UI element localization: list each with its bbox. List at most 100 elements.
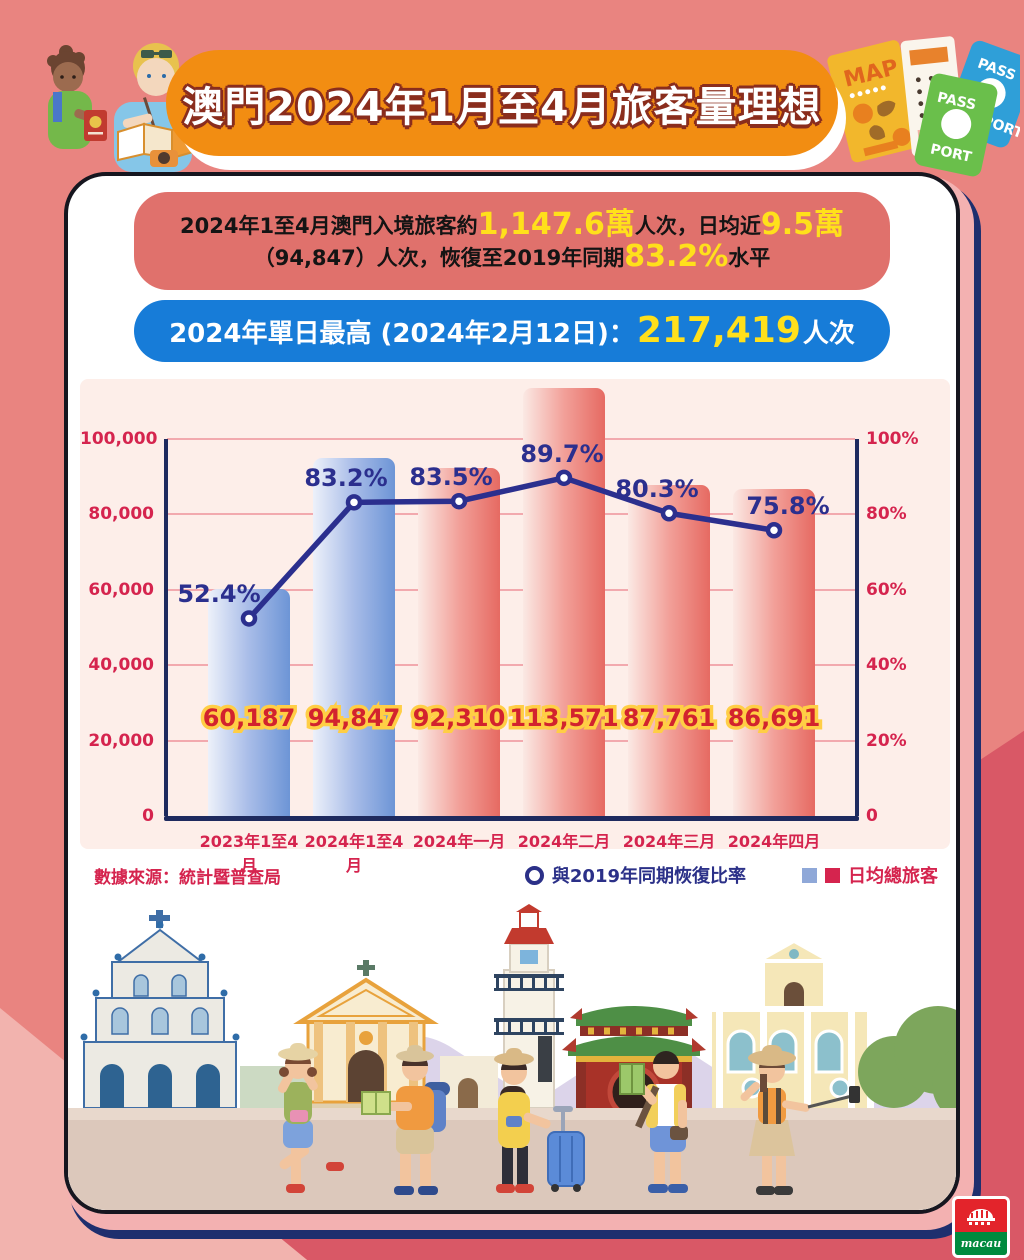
line-point-label: 52.4% [177,580,261,609]
y-axis-tick-left: 20,000 [88,730,154,751]
bar-value-text: 113,571 [509,704,619,732]
y-axis-tick-left: 60,000 [88,579,154,600]
travel-items-illustration: MAP PASS PORT PASS [827,36,1020,177]
summary-text: 2024年1至4月澳門入境旅客約 [180,214,478,238]
bush [932,1047,956,1121]
y-axis-tick-right: 40% [866,655,907,676]
bar-value-label: 94,847 94,847 [299,701,409,736]
y-axis-line-right [855,439,859,816]
line-point-marker [765,521,783,539]
line-path [246,475,777,622]
x-axis-label: 2024年三月 [622,832,716,851]
map-brochure: MAP [827,40,924,163]
tourists-illustration [47,43,201,172]
line-point-marker [660,505,678,522]
chart-bar [523,387,605,816]
bar-value-label: 92,310 92,310 [404,701,514,736]
legend-bar-marker-red-icon [825,867,840,883]
legend-bar-label: 日均總旅客 [848,866,938,887]
bar-value-outline: 113,571 [506,701,622,736]
bar-value-outline: 86,691 [724,701,824,736]
tourist-with-suitcase [494,1048,585,1193]
chart-gridline [167,438,855,440]
y-axis-tick-left: 0 [142,806,154,826]
macau-logo-wordmark: macau [955,1231,1007,1255]
line-point-label: 83.5% [409,463,493,492]
x-axis-label: 2023年1至4月 [199,832,299,875]
y-axis-tick-left: 100,000 [80,429,158,449]
macau-landmarks-illustration [68,904,956,1210]
y-axis-tick-right: 20% [866,730,907,751]
macau-logo-emblem-icon [955,1199,1007,1232]
chart-bar [418,467,500,816]
bar-value-text: 60,187 [202,704,296,732]
x-axis-label: 2024年一月 [412,832,506,851]
tourist-with-passport [47,45,107,149]
bar-value-text: 87,761 [622,704,716,732]
chart-footer-row: 數據來源：統計暨普查局 與2019年同期恢復比率 日均總旅客 [94,862,938,888]
ruins-st-paul [80,910,240,1109]
legend-line-label: 與2019年同期恢復比率 [551,866,746,887]
chart-bar [733,489,815,816]
x-axis-label: 2024年二月 [517,832,611,851]
page-title: 澳門2024年1月至4月旅客量理想 [182,83,822,131]
title-banner: 澳門2024年1月至4月旅客量理想 [166,50,838,156]
y-axis-line-left [164,439,168,816]
tourist-selfie-woman [740,1045,860,1195]
line-point-marker [555,469,573,487]
macau-government-logo: macau [952,1196,1010,1258]
bar-value-label: 113,571 113,571 [506,701,622,736]
bar-value-outline: 87,761 [619,701,719,736]
y-axis-tick-left: 80,000 [88,504,154,525]
legend-item-line: 與2019年同期恢復比率 [524,862,746,888]
tourist-map-man [619,1051,688,1193]
passport-green: PASS PORT [914,73,998,177]
y-axis-tick-right: 0 [866,806,878,826]
chart-bar [313,458,395,816]
x-axis-line [164,816,859,821]
chart-gridline [167,739,855,742]
chart-legend: 與2019年同期恢復比率 日均總旅客 [524,862,938,888]
bar-value-outline: 92,310 [409,701,509,736]
summary-line-2: （94,847）人次，恢復至2019年同期 83.2% 水平 [134,242,890,272]
x-axis-label: 2024年1至4月 [304,832,404,875]
bar-value-label: 60,187 60,187 [194,701,304,736]
summary-highlight: 1,147.6萬 [477,207,635,242]
peak-day-suffix: 人次 [802,318,855,349]
summary-highlight: 9.5萬 [760,207,844,242]
line-point-label: 75.8% [746,492,830,521]
legend-line-marker-icon [524,865,544,885]
peak-day-box: 2024年單日最高 (2024年2月12日)： 217,419 人次 [134,300,890,362]
line-point-label: 83.2% [304,464,388,493]
tourist-backpacker [361,1045,450,1195]
y-axis-tick-right: 100% [866,429,919,449]
chart-plot-area: 100,000 80,000 60,000 40,000 20,000 0 100% 80% 6… [80,379,950,875]
bar-value-outline: 60,187 [199,701,299,736]
summary-highlight: 83.2% [624,239,729,274]
recovery-rate-line [240,469,783,627]
legend-bar-marker-blue-icon [802,867,817,883]
chart-gridline [167,664,855,667]
y-axis-tick-right: 80% [866,504,907,525]
y-axis-tick-left: 40,000 [88,655,154,676]
line-point-marker [240,610,258,627]
lighthouse-illustration [440,904,564,1109]
bar-value-label: 87,761 87,761 [614,701,724,736]
bar-value-text: 86,691 [727,704,821,732]
content-card: 2024年1至4月澳門入境旅客約 1,147.6萬 人次，日均近 9.5萬 （9… [64,172,960,1214]
chart-source: 數據來源：統計暨普查局 [94,867,281,888]
chart-bar [628,485,710,816]
bar-value-text: 92,310 [412,704,506,732]
bar-value-label: 86,691 86,691 [719,701,829,736]
chart-bar [208,589,290,816]
legend-item-bars: 日均總旅客 [802,862,938,888]
bar-value-text: 94,847 [307,704,401,732]
summary-text: 人次，日均近 [634,214,761,238]
bar-value-outline: 94,847 [304,701,404,736]
line-point-marker [450,492,468,510]
peak-day-text: 2024年單日最高 (2024年2月12日)： [169,318,635,349]
tourist-jumping-girl [277,1043,344,1193]
x-axis-label: 2024年四月 [727,832,821,851]
summary-line-1: 2024年1至4月澳門入境旅客約 1,147.6萬 人次，日均近 9.5萬 [134,210,890,240]
